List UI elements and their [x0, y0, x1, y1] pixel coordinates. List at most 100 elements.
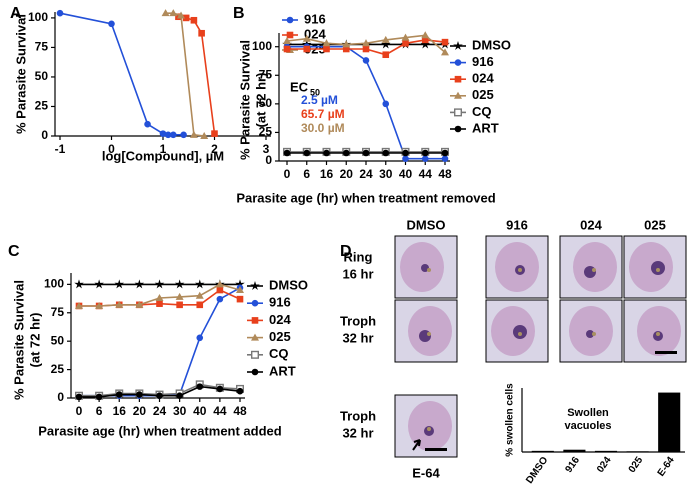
x-tick-label: 1 [160, 142, 167, 156]
marker [362, 57, 370, 64]
x-tick-label: 16 [320, 167, 334, 181]
micrograph [485, 299, 549, 363]
marker [196, 334, 204, 342]
marker [362, 39, 370, 47]
panel-letter: A [10, 5, 22, 22]
red-blood-cell [408, 306, 452, 356]
y-tick-label: 50 [259, 96, 273, 110]
marker [136, 391, 143, 398]
marker [196, 301, 204, 309]
micrograph [559, 235, 623, 299]
series [56, 9, 187, 139]
bar [626, 451, 649, 452]
series [283, 31, 449, 56]
x-tick-label: 16 [113, 404, 127, 418]
marker [381, 39, 391, 49]
marker [164, 131, 172, 139]
legend-label: ART [472, 120, 499, 135]
x-tick-label: 48 [233, 404, 247, 418]
bar [658, 392, 681, 452]
legend-label: 916 [472, 54, 494, 69]
y-tick-label: 50 [35, 69, 49, 83]
marker [303, 149, 311, 157]
y-tick-label: 0 [265, 153, 272, 167]
column-header: 025 [644, 217, 666, 232]
marker [195, 279, 205, 289]
x-tick-label: 48 [438, 167, 452, 181]
marker [195, 291, 204, 299]
y-tick-label: 25 [35, 99, 49, 113]
y-axis-label: (at 72 hr) [253, 73, 268, 128]
marker [441, 48, 449, 56]
marker [95, 393, 103, 401]
marker [251, 333, 259, 341]
marker [302, 34, 311, 42]
x-tick-label: 0 [76, 404, 83, 418]
marker [251, 299, 259, 307]
marker [216, 295, 224, 303]
marker [382, 100, 390, 108]
row-label: Troph [340, 313, 376, 328]
scale-bar [655, 351, 677, 354]
series [75, 280, 244, 309]
marker [190, 16, 198, 24]
series [161, 9, 209, 139]
marker [303, 45, 311, 53]
marker [216, 286, 224, 294]
marker [362, 149, 370, 157]
x-tick-label: 40 [193, 404, 207, 418]
row-label: 32 hr [342, 330, 373, 345]
marker [216, 385, 224, 393]
chart-title: Swollen [567, 407, 609, 419]
marker [189, 130, 198, 138]
marker [401, 33, 410, 41]
marker [322, 39, 331, 47]
marker [454, 91, 462, 99]
marker [454, 59, 462, 66]
vacuole [427, 332, 431, 336]
marker [177, 11, 186, 19]
marker [115, 300, 124, 308]
micrograph [485, 235, 549, 299]
vacuole [427, 427, 431, 431]
legend-label: 916 [269, 295, 291, 310]
micrograph [394, 299, 458, 363]
marker [134, 279, 145, 289]
y-tick-label: 75 [259, 67, 273, 81]
marker [174, 279, 185, 289]
annotation-value: 2.5 µM [301, 93, 338, 107]
marker [454, 108, 463, 117]
marker [441, 38, 449, 46]
marker [235, 279, 245, 289]
x-tick-label: 24 [359, 167, 373, 181]
marker [75, 393, 83, 401]
marker [135, 300, 144, 308]
y-axis-label: % Parasite Survival [13, 14, 28, 134]
annotation-label: EC [290, 79, 309, 94]
marker [95, 301, 104, 309]
marker [175, 292, 184, 300]
x-tick-label: 44 [419, 167, 433, 181]
y-tick-label: 75 [51, 305, 65, 319]
vacuole [656, 332, 660, 336]
arrow [412, 439, 421, 451]
y-tick-label: 100 [252, 39, 272, 53]
marker [402, 149, 409, 157]
x-tick-label: 3 [263, 142, 270, 156]
marker [286, 31, 294, 39]
marker [283, 37, 291, 44]
marker [381, 35, 390, 43]
marker [382, 51, 390, 59]
marker [421, 155, 429, 163]
series [283, 36, 449, 59]
marker [342, 40, 351, 48]
parasite [584, 266, 596, 278]
marker [251, 317, 259, 324]
vacuole [592, 268, 596, 272]
marker [421, 36, 429, 44]
marker [75, 301, 83, 309]
marker [382, 149, 390, 157]
marker [180, 131, 187, 139]
marker [402, 39, 409, 47]
